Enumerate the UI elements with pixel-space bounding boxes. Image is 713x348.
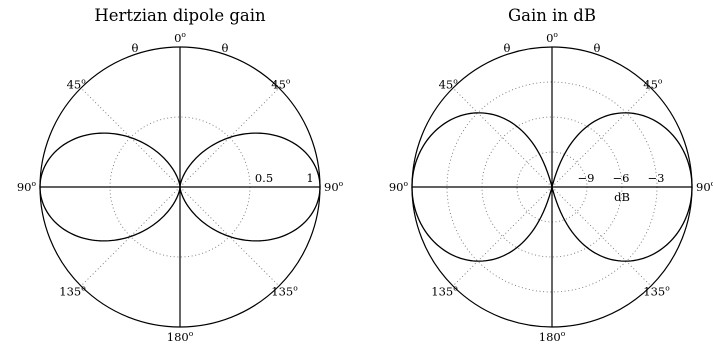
dipole-gain-plot: Hertzian dipole gain 0o 45o 90o 135o 180o 135… [17, 6, 344, 344]
theta-label: θ [222, 41, 229, 55]
angle-label: 0o [546, 30, 558, 45]
angle-label: 135o [59, 283, 86, 298]
angle-label: 45o [439, 77, 459, 92]
grid-spoke [551, 87, 652, 188]
gain-pattern-series [39, 132, 321, 242]
theta-label: θ [594, 41, 601, 55]
radial-tick-label: 0.5 [255, 171, 273, 185]
angle-label: 0o [174, 30, 186, 45]
right-lobe [179, 132, 321, 242]
angle-label: 45o [271, 77, 291, 92]
radial-tick-label: 1 [306, 171, 313, 185]
left-lobe [39, 132, 181, 242]
labels: 0o 45o 90o 135o 180o 135o 90o 45o θ θ −9 −6 −3 dB [389, 30, 713, 344]
gain-pattern-series [411, 112, 693, 262]
plot-title: Gain in dB [508, 6, 596, 25]
radial-unit-label: dB [614, 190, 630, 204]
theta-label: θ [504, 41, 511, 55]
radial-tick-label: −9 [578, 171, 595, 185]
angle-label: 180o [539, 329, 566, 344]
angle-label: 90o [389, 179, 409, 194]
radial-tick-label: −6 [613, 171, 630, 185]
left-lobe [411, 112, 553, 262]
radial-tick-label: −3 [648, 171, 665, 185]
labels: 0o 45o 90o 135o 180o 135o 90o 45o θ θ 0.5 1 [17, 30, 344, 344]
plot-title: Hertzian dipole gain [94, 6, 266, 25]
angle-label: 135o [271, 283, 298, 298]
right-lobe [551, 112, 693, 262]
theta-label: θ [132, 41, 139, 55]
angle-label: 90o [17, 179, 37, 194]
angle-label: 45o [67, 77, 87, 92]
angle-label: 45o [643, 77, 663, 92]
angle-label: 135o [431, 283, 458, 298]
grid-spoke [452, 186, 553, 287]
angle-label: 90o [324, 179, 344, 194]
angle-label: 135o [643, 283, 670, 298]
angle-label: 180o [167, 329, 194, 344]
gain-db-plot: Gain in dB 0o 45o 90o 135o 180o 135o 90o 45o θ θ −… [389, 6, 713, 344]
angle-label: 90o [696, 179, 713, 194]
